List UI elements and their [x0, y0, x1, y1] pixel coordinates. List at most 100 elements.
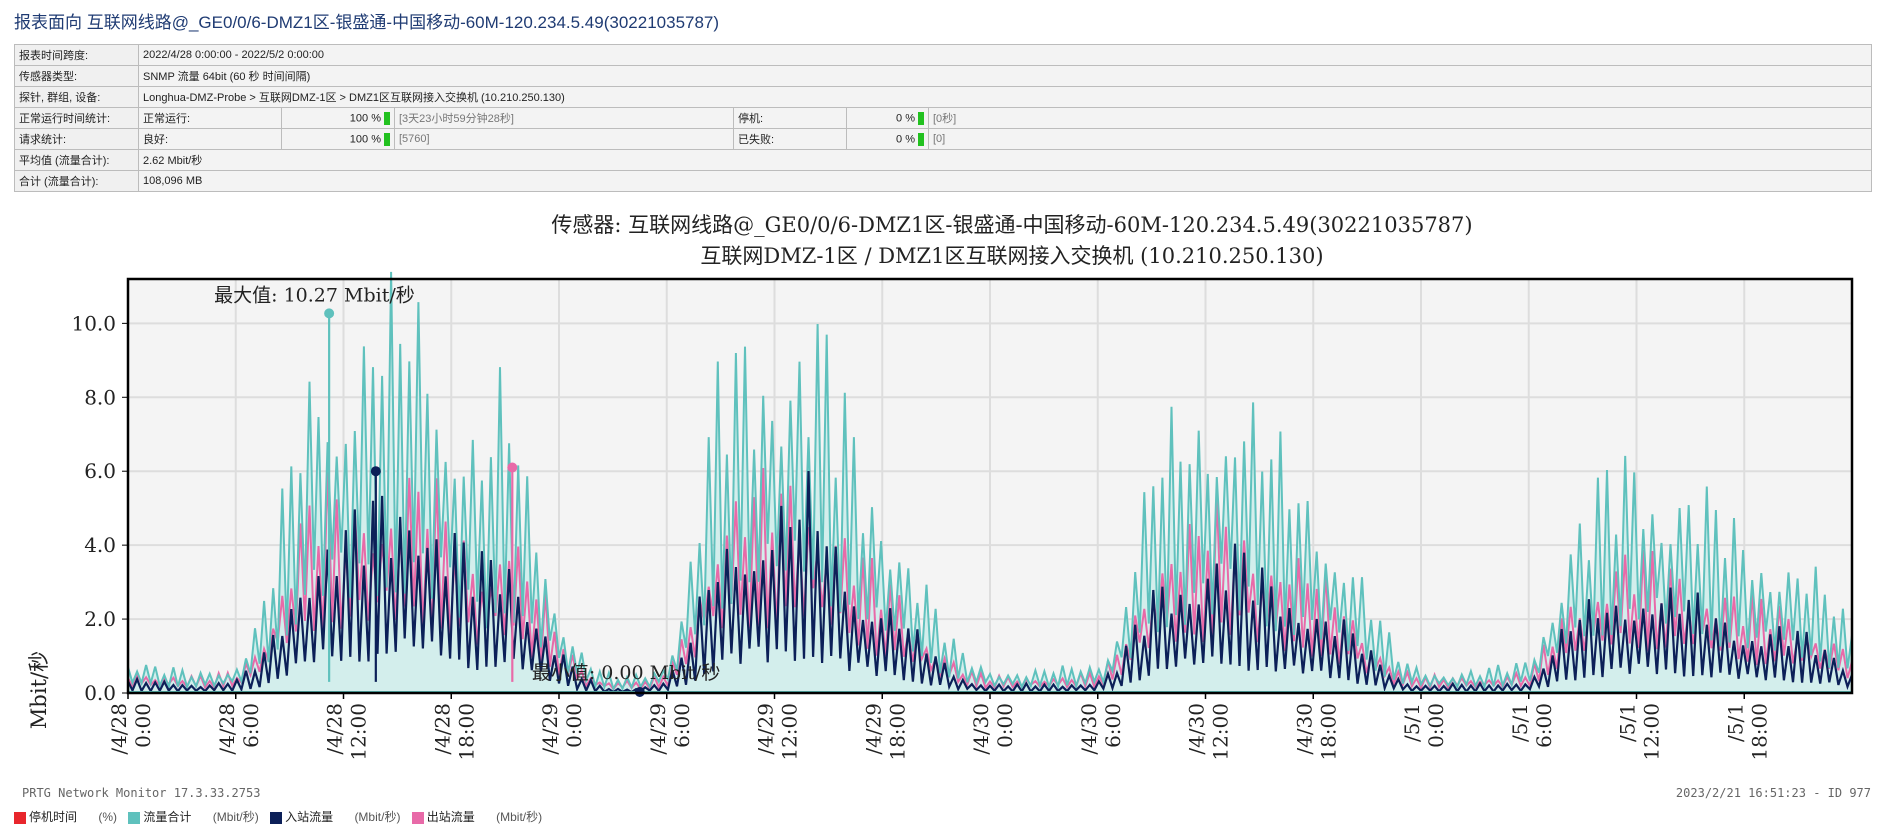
outbound-peak-marker	[507, 462, 518, 473]
requests-fail-pct: 0 %	[896, 132, 915, 145]
requests-good-pct: 100 %	[349, 132, 381, 145]
legend-outbound-unit: (Mbit/秒)	[496, 810, 543, 824]
probe-label: 探针, 群组, 设备:	[14, 86, 139, 108]
x-tick-label-time: 18:00	[885, 703, 909, 761]
uptime-up-detail: [3天23小时59分钟28秒]	[394, 107, 734, 129]
chart-subtitle: 互联网DMZ-1区 / DMZ1区互联网接入交换机 (10.210.250.13…	[700, 244, 1323, 268]
legend-inbound-label: 入站流量	[285, 810, 334, 824]
uptime-down-label: 停机:	[733, 107, 847, 129]
x-tick-label-time: 6:00	[670, 703, 694, 748]
x-tick-label-date: /4/28	[430, 703, 454, 755]
requests-good-label: 良好:	[138, 128, 282, 150]
uptime-up-cell: 100 %	[281, 107, 395, 129]
plot-frame	[126, 277, 1854, 695]
info-row-requests: 请求统计: 良好: 100 % [5760] 已失败: 0 % [0]	[14, 128, 1873, 150]
report-info-table: 报表时间跨度: 2022/4/28 0:00:00 - 2022/5/2 0:0…	[14, 44, 1873, 192]
x-tick-label-time: 12:00	[347, 703, 371, 761]
uptime-down-detail: [0秒]	[927, 107, 1873, 129]
x-tick-label-time: 18:00	[454, 703, 478, 761]
legend-downtime-unit: (%)	[98, 810, 118, 824]
x-tick-label-time: 12:00	[1209, 703, 1233, 761]
info-row-average: 平均值 (流量合计): 2.62 Mbit/秒	[14, 149, 1873, 171]
inbound-peak-marker	[370, 466, 381, 477]
x-tick-label-time: 12:00	[1640, 703, 1664, 761]
x-tick-label-date: /5/1	[1400, 703, 1424, 742]
uptime-up-bar	[384, 111, 390, 125]
x-tick-label-date: /4/28	[215, 703, 239, 755]
y-axis-label: Mbit/秒	[27, 651, 51, 729]
requests-good-cell: 100 %	[281, 128, 395, 150]
legend-downtime-label: 停机时间	[29, 810, 78, 824]
requests-fail-detail: [0]	[927, 128, 1873, 150]
legend-downtime-swatch	[14, 811, 26, 824]
requests-fail-label: 已失败:	[733, 128, 847, 150]
uptime-down-cell: 0 %	[846, 107, 929, 129]
max-point-marker	[324, 308, 335, 319]
series-total-line	[127, 271, 1853, 692]
x-tick-label-date: /4/29	[754, 703, 778, 755]
legend-total-label: 流量合计	[143, 810, 192, 824]
x-tick-label-date: /4/28	[107, 703, 131, 755]
y-tick-label: 8.0	[84, 385, 116, 409]
legend-downtime: 停机时间 (%)	[14, 808, 121, 825]
requests-fail-bar	[918, 132, 924, 146]
series-inbound-line	[127, 470, 1854, 694]
x-tick-label-date: /5/1	[1508, 703, 1532, 742]
uptime-up-pct: 100 %	[349, 111, 381, 124]
series-outbound-line	[127, 467, 1853, 692]
requests-good-bar	[384, 132, 390, 146]
x-tick-label-date: /4/30	[969, 703, 993, 755]
x-tick-label-time: 0:00	[131, 703, 155, 748]
footer-timestamp: 2023/2/21 16:51:23 - ID 977	[1675, 786, 1871, 800]
y-tick-label: 10.0	[71, 311, 116, 335]
x-tick-label-date: /4/30	[1292, 703, 1316, 755]
x-tick-label-date: /4/30	[1185, 703, 1209, 755]
x-tick-label-time: 0:00	[562, 703, 586, 748]
uptime-label: 正常运行时间统计:	[14, 107, 139, 129]
y-tick-label: 4.0	[84, 533, 116, 557]
average-value: 2.62 Mbit/秒	[137, 149, 1873, 171]
x-tick-label-time: 18:00	[1747, 703, 1771, 761]
footer-product: PRTG Network Monitor 17.3.33.2753	[22, 786, 261, 800]
x-tick-label-time: 6:00	[1532, 703, 1556, 748]
requests-good-detail: [5760]	[394, 128, 734, 150]
total-value: 108,096 MB	[137, 170, 1873, 192]
x-tick-label-time: 6:00	[1101, 703, 1125, 748]
sensor-type-value: SNMP 流量 64bit (60 秒 时间间隔)	[137, 65, 1873, 87]
average-label: 平均值 (流量合计):	[14, 149, 139, 171]
info-row-uptime: 正常运行时间统计: 正常运行: 100 % [3天23小时59分钟28秒] 停机…	[14, 107, 1873, 129]
y-tick-label: 6.0	[84, 459, 116, 483]
x-tick-label-date: /4/30	[1077, 703, 1101, 755]
legend-total-unit: (Mbit/秒)	[212, 810, 259, 824]
legend-inbound-swatch	[270, 811, 283, 824]
legend-total-swatch	[128, 811, 141, 824]
y-tick-label: 0.0	[84, 681, 116, 705]
legend-inbound-unit: (Mbit/秒)	[354, 810, 401, 824]
min-value-label: 最小值: 0.00 Mbit/秒	[532, 662, 721, 684]
x-tick-label-date: /4/29	[646, 703, 670, 755]
probe-value: Longhua-DMZ-Probe > 互联网DMZ-1区 > DMZ1区互联网…	[137, 86, 1873, 108]
x-tick-label-date: /4/28	[323, 703, 347, 755]
info-row-time-span: 报表时间跨度: 2022/4/28 0:00:00 - 2022/5/2 0:0…	[14, 44, 1873, 66]
time-span-value: 2022/4/28 0:00:00 - 2022/5/2 0:00:00	[137, 44, 1873, 66]
legend-outbound-swatch	[411, 811, 424, 824]
report-title: 报表面向 互联网线路@_GE0/0/6-DMZ1区-银盛通-中国移动-60M-1…	[14, 13, 720, 32]
info-row-total: 合计 (流量合计): 108,096 MB	[14, 170, 1873, 192]
legend-inbound: 入站流量 (Mbit/秒)	[270, 808, 404, 825]
y-tick-label: 2.0	[84, 607, 116, 631]
x-tick-label-time: 0:00	[993, 703, 1017, 748]
total-label: 合计 (流量合计):	[14, 170, 139, 192]
chart-legend: 停机时间 (%) 流量合计 (Mbit/秒) 入站流量 (Mbit/秒) 出站流…	[14, 808, 550, 825]
uptime-up-label: 正常运行:	[138, 107, 282, 129]
plot-area: 0.02.04.06.08.010.0/4/28 0:00/4/28 6:00/4/…	[71, 271, 1854, 761]
time-span-label: 报表时间跨度:	[14, 44, 139, 66]
uptime-down-bar	[918, 111, 924, 125]
requests-label: 请求统计:	[14, 128, 139, 150]
legend-total: 流量合计 (Mbit/秒)	[128, 808, 262, 825]
legend-outbound: 出站流量 (Mbit/秒)	[411, 808, 546, 825]
uptime-down-pct: 0 %	[896, 111, 915, 124]
chart-title: 传感器: 互联网线路@_GE0/0/6-DMZ1区-银盛通-中国移动-60M-1…	[551, 213, 1472, 237]
requests-fail-cell: 0 %	[846, 128, 929, 150]
x-tick-label-date: /5/1	[1723, 703, 1747, 742]
legend-outbound-label: 出站流量	[426, 810, 475, 824]
